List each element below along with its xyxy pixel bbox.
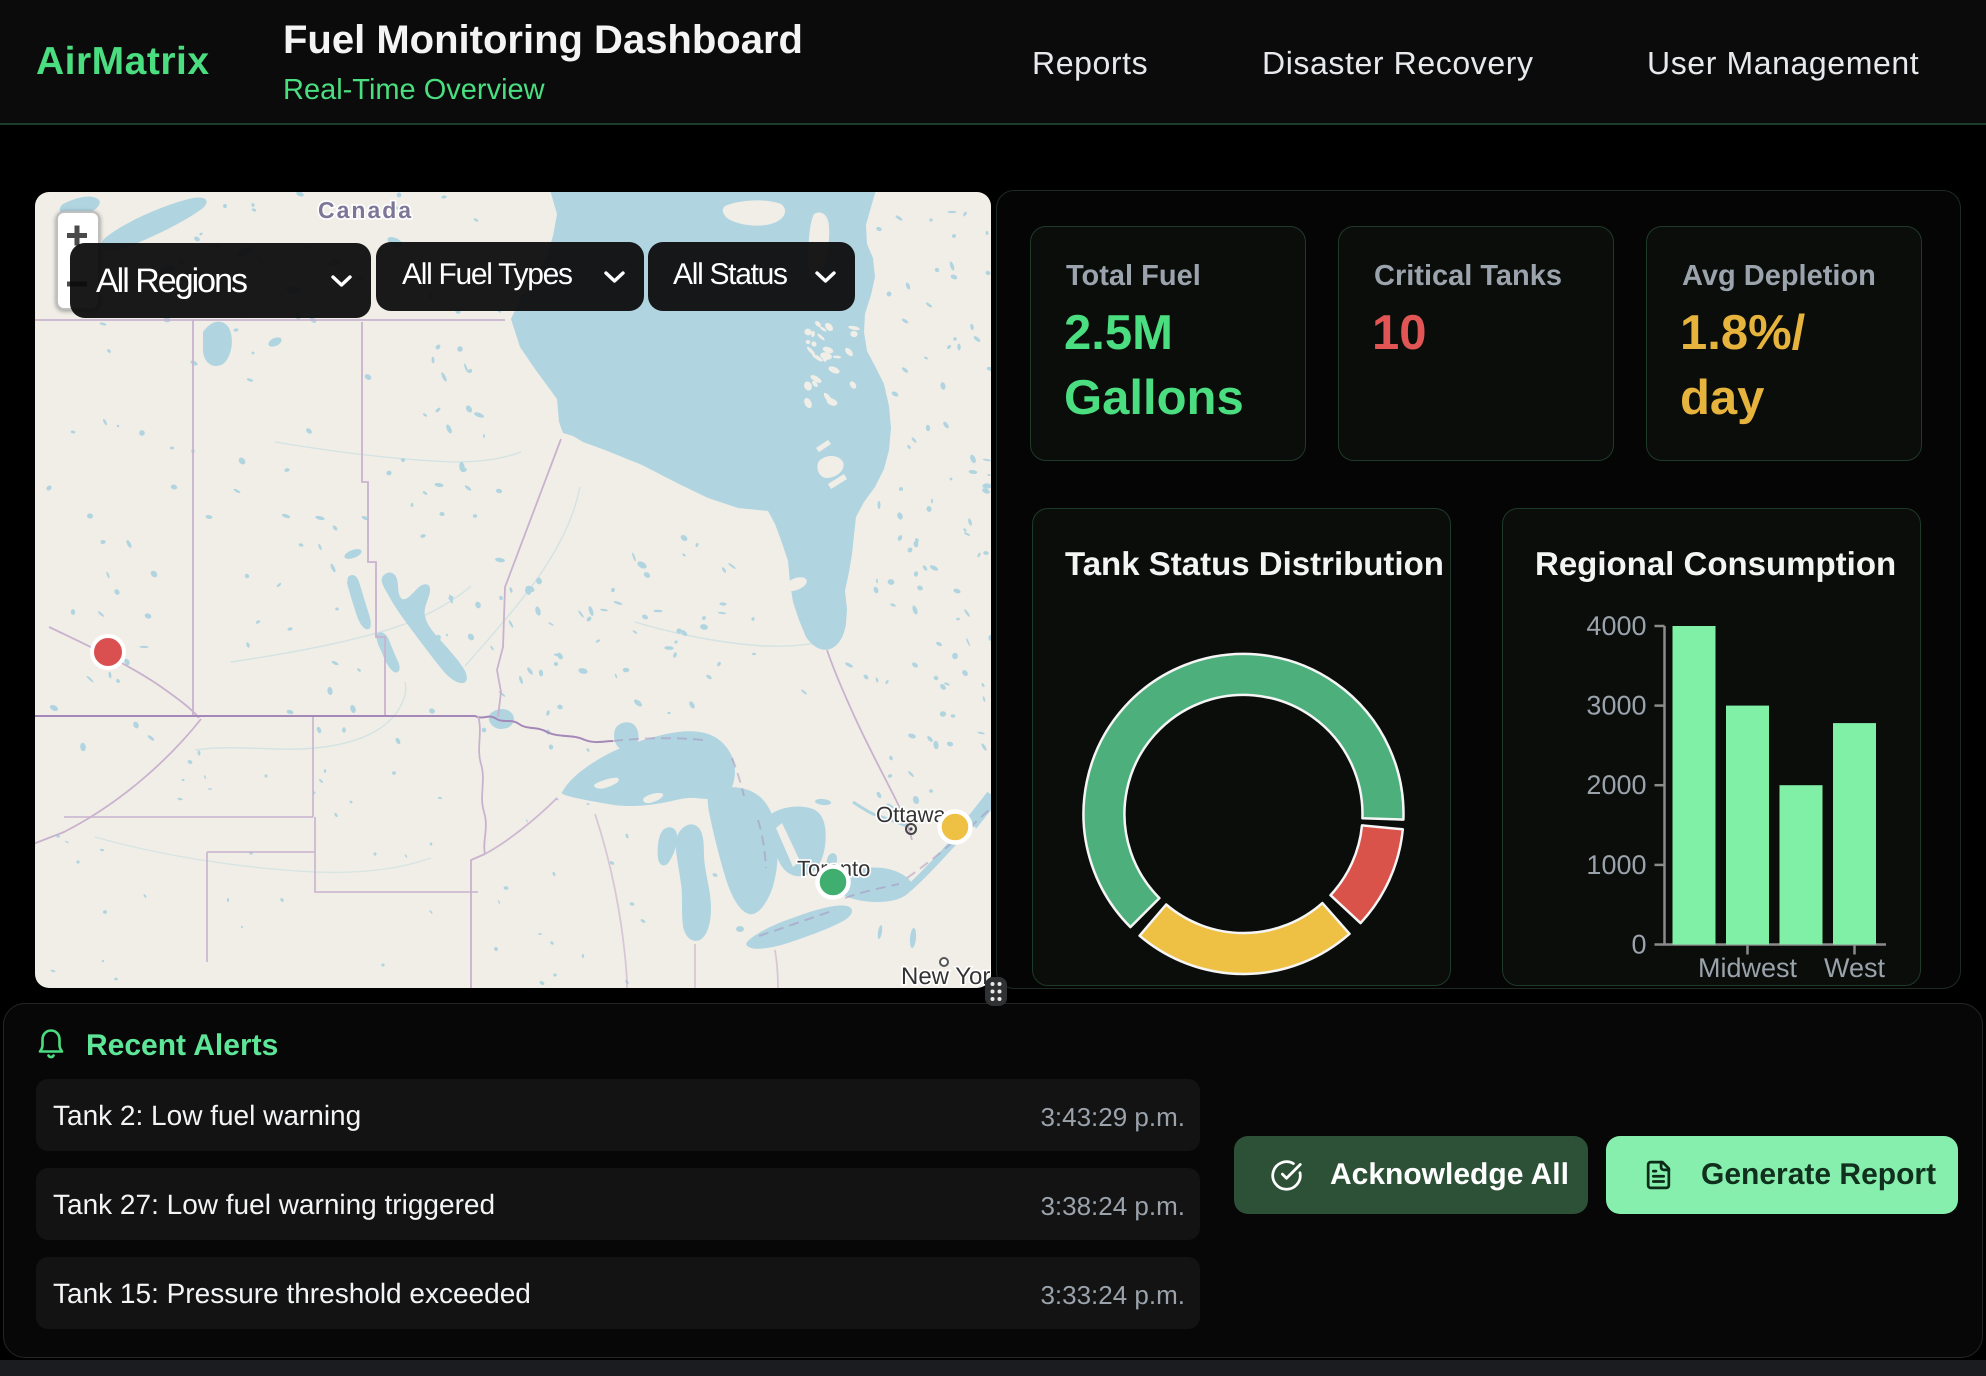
svg-text:Midwest: Midwest (1698, 953, 1798, 983)
svg-text:0: 0 (1631, 930, 1646, 960)
svg-text:New York: New York (901, 963, 991, 988)
svg-text:Ottawa: Ottawa (876, 802, 946, 827)
svg-text:1000: 1000 (1586, 850, 1646, 880)
svg-text:3000: 3000 (1586, 691, 1646, 721)
svg-text:Canada: Canada (318, 197, 413, 223)
svg-text:2000: 2000 (1586, 770, 1646, 800)
svg-text:4000: 4000 (1586, 611, 1646, 641)
svg-text:West: West (1824, 953, 1886, 983)
